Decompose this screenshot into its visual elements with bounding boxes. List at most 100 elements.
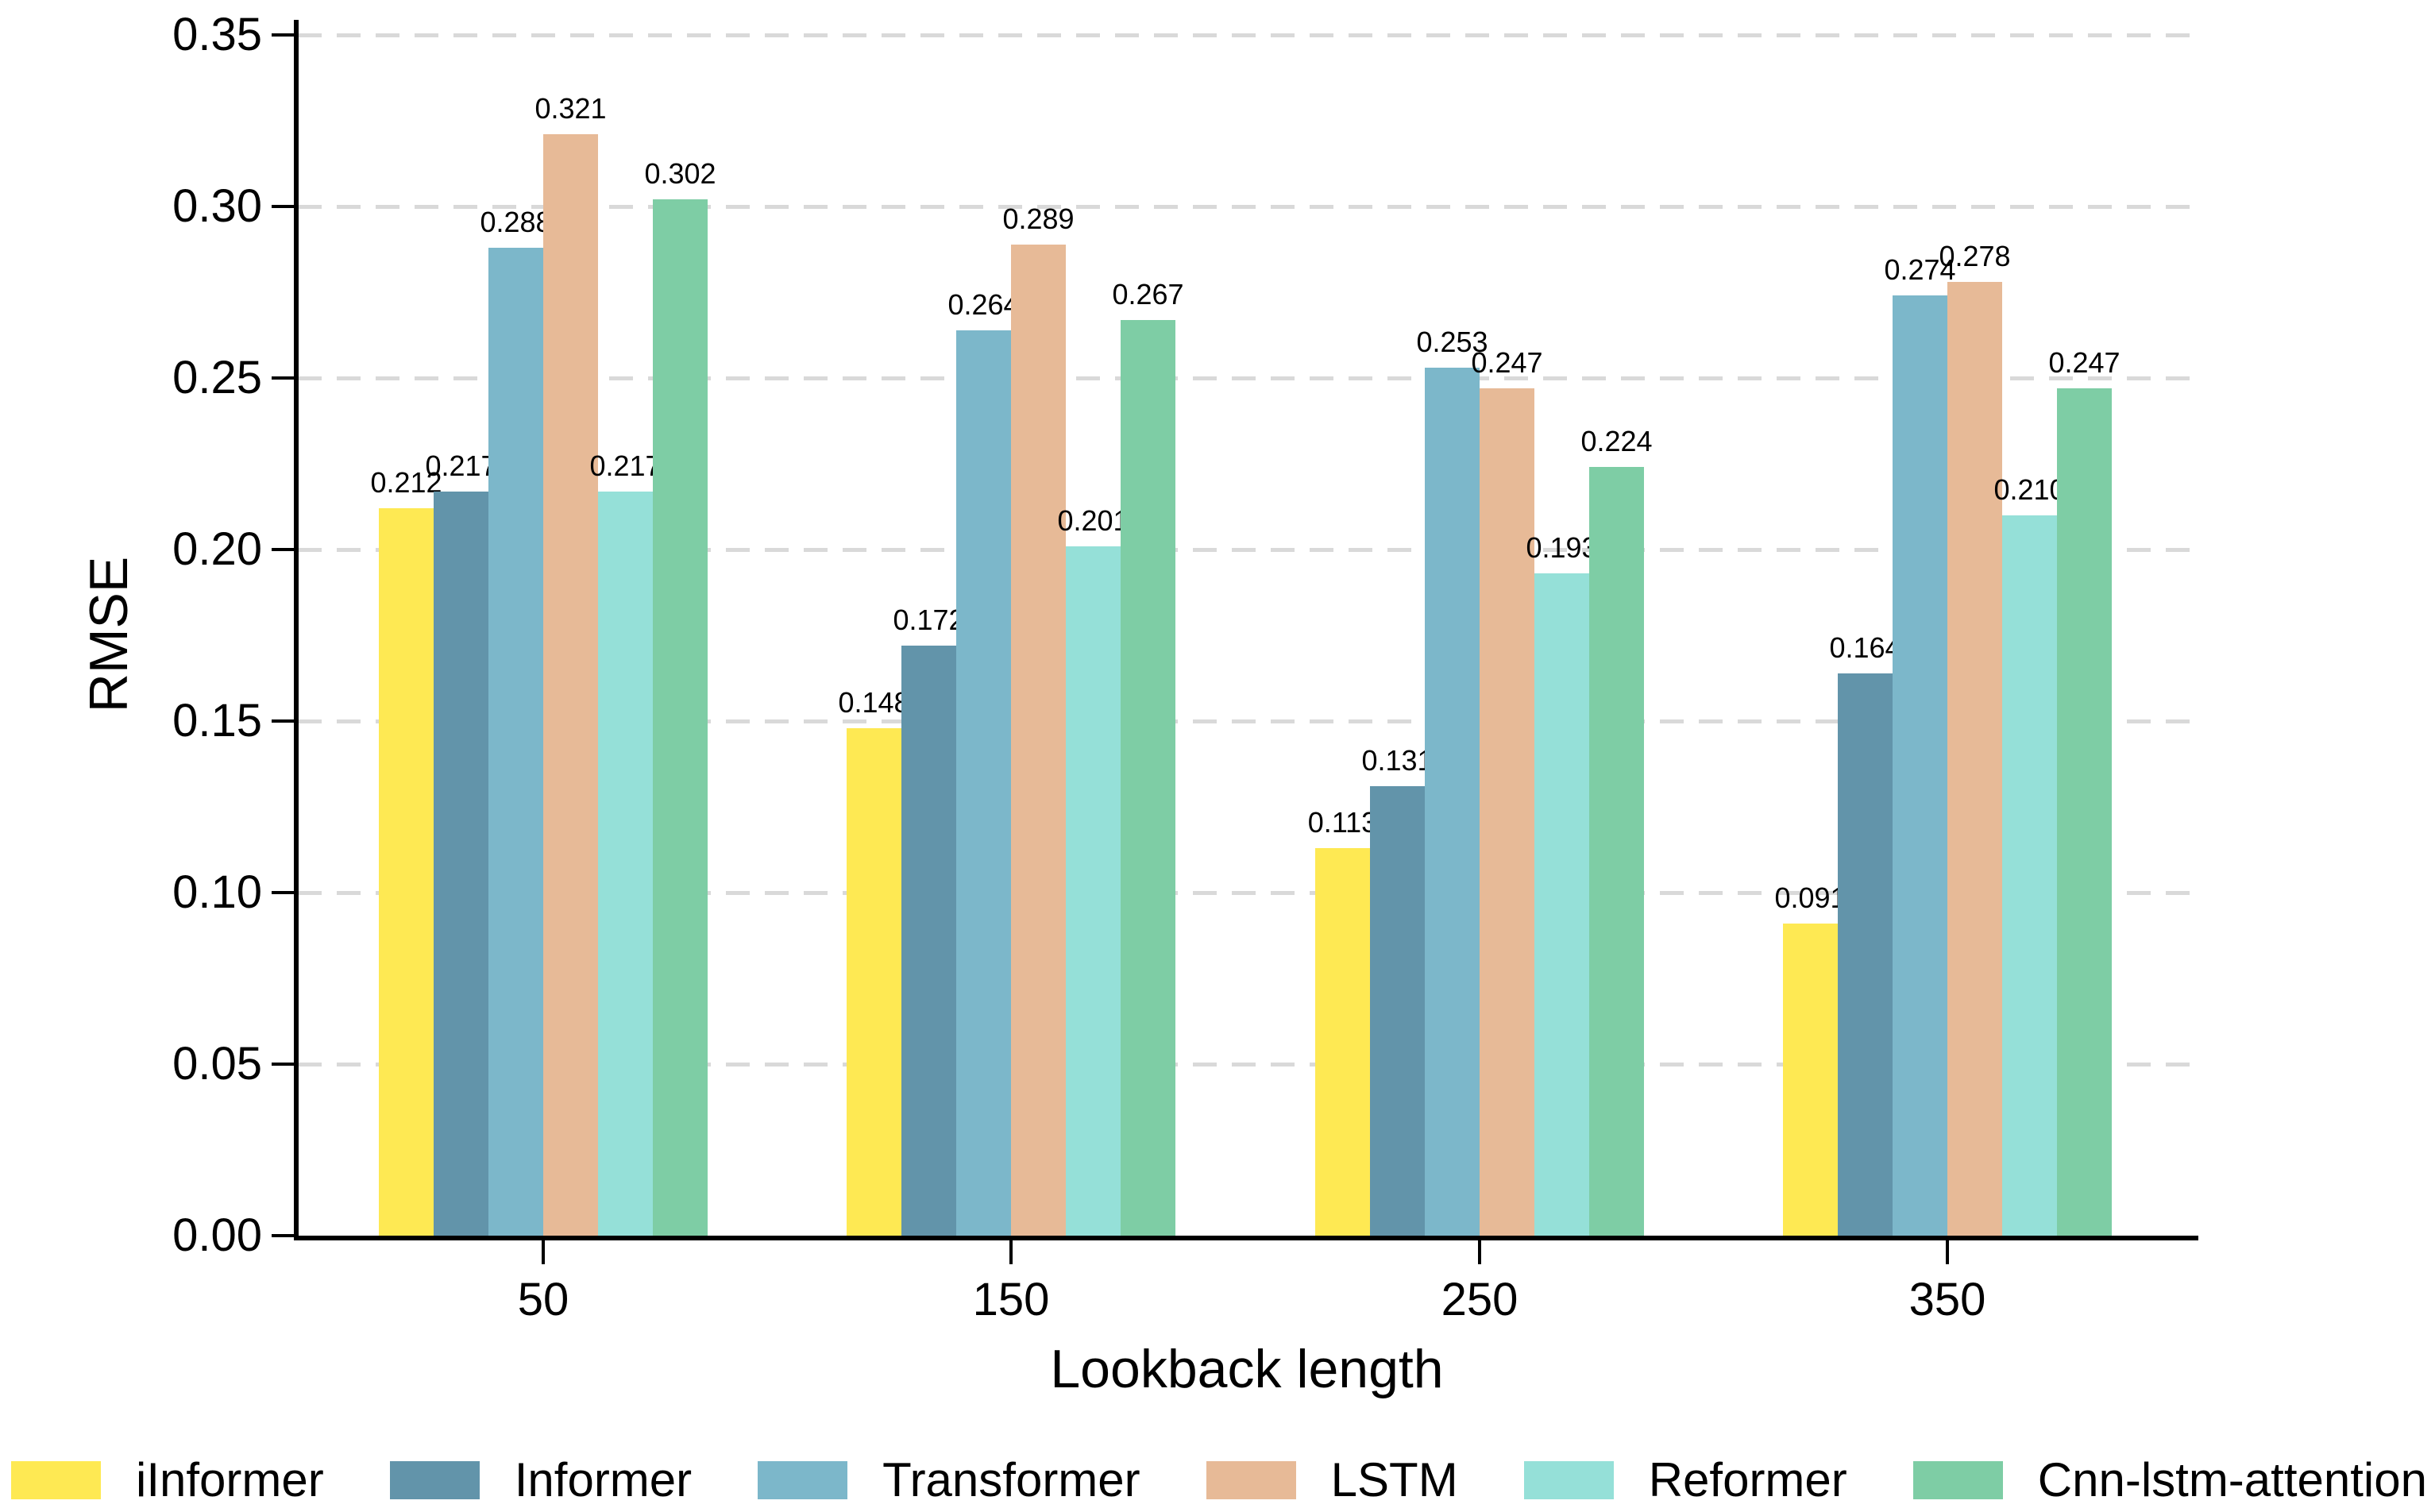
bar-LSTM-250	[1480, 388, 1534, 1236]
bar-Reformer-150	[1066, 546, 1121, 1236]
bar-Cnn-lstm-attention-50	[653, 199, 708, 1236]
y-axis-title: RMSE	[79, 556, 139, 713]
y-tick-label: 0.25	[172, 352, 262, 403]
x-tick-mark	[1478, 1240, 1481, 1264]
gridline-0.05	[298, 1063, 2198, 1066]
bar-value-label: 0.217	[589, 449, 662, 482]
y-tick-mark	[272, 33, 294, 37]
bar-iInformer-150	[847, 728, 901, 1236]
x-tick-label-250: 250	[1441, 1274, 1518, 1325]
x-axis-title: Lookback length	[1050, 1339, 1444, 1399]
y-tick-mark	[272, 719, 294, 723]
bar-value-label: 0.193	[1526, 531, 1598, 564]
y-tick-mark	[272, 205, 294, 208]
x-tick-mark	[1946, 1240, 1949, 1264]
gridline-0.30	[298, 205, 2198, 209]
legend-item-LSTM: LSTM	[1206, 1456, 1458, 1504]
y-tick-label: 0.10	[172, 866, 262, 918]
bar-iInformer-250	[1315, 848, 1370, 1236]
x-tick-label-50: 50	[517, 1274, 569, 1325]
legend-label: LSTM	[1330, 1453, 1458, 1506]
legend-label: Reformer	[1648, 1453, 1847, 1506]
y-tick-label: 0.30	[172, 180, 262, 232]
bar-LSTM-50	[543, 134, 598, 1236]
gridline-0.35	[298, 33, 2198, 37]
gridline-0.20	[298, 548, 2198, 552]
bar-value-label: 0.264	[947, 288, 1020, 321]
y-tick-mark	[272, 1063, 294, 1066]
x-tick-label-350: 350	[1908, 1274, 1986, 1325]
bar-LSTM-150	[1011, 245, 1066, 1236]
bar-value-label: 0.210	[1993, 473, 2066, 506]
bar-value-label: 0.253	[1416, 326, 1488, 358]
legend-item-Transformer: Transformer	[758, 1456, 1140, 1504]
y-tick-mark	[272, 376, 294, 380]
y-tick-label: 0.00	[172, 1209, 262, 1261]
bar-Informer-50	[434, 492, 488, 1236]
legend-item-Reformer: Reformer	[1523, 1453, 1847, 1506]
bar-value-label: 0.288	[480, 206, 552, 238]
bar-value-label: 0.113	[1307, 806, 1378, 839]
legend: iInformer Informer Transformer LSTM Reformer…	[11, 1454, 2427, 1506]
y-tick-label: 0.35	[172, 9, 262, 60]
bar-Informer-350	[1838, 673, 1893, 1236]
bar-Transformer-150	[956, 330, 1011, 1236]
bar-value-label: 0.091	[1774, 881, 1847, 914]
bar-Reformer-50	[598, 492, 653, 1236]
x-tick-label-150: 150	[972, 1274, 1050, 1325]
y-tick-label: 0.20	[172, 523, 262, 575]
bar-value-label: 0.164	[1829, 631, 1901, 664]
bar-iInformer-50	[379, 508, 434, 1236]
bar-value-label: 0.172	[893, 604, 965, 636]
bar-Reformer-350	[2002, 515, 2057, 1236]
legend-label: Cnn-lstm-attention	[2037, 1453, 2427, 1506]
bar-value-label: 0.274	[1884, 253, 1956, 286]
y-tick-mark	[272, 548, 294, 551]
legend-item-iInformer: iInformer	[11, 1456, 324, 1504]
gridline-0.10	[298, 891, 2198, 895]
bar-value-label: 0.267	[1112, 278, 1184, 310]
bar-value-label: 0.224	[1580, 425, 1653, 457]
bar-Informer-250	[1370, 786, 1425, 1236]
legend-swatch-LSTM	[1206, 1461, 1296, 1499]
x-axis-line	[294, 1236, 2198, 1240]
bar-value-label: 0.212	[370, 466, 442, 499]
bar-iInformer-350	[1783, 924, 1838, 1236]
bar-LSTM-350	[1947, 282, 2002, 1236]
bar-value-label: 0.148	[838, 686, 910, 719]
bar-value-label: 0.247	[1471, 346, 1543, 379]
bar-value-label: 0.302	[644, 157, 716, 190]
bar-value-label: 0.278	[1939, 240, 2011, 272]
legend-swatch-Reformer	[1523, 1461, 1614, 1499]
legend-item-Informer: Informer	[389, 1453, 693, 1506]
bar-value-label: 0.247	[2048, 346, 2120, 379]
bar-Transformer-350	[1893, 295, 1947, 1236]
bar-value-label: 0.217	[425, 449, 497, 482]
y-axis-line	[294, 20, 299, 1240]
bar-Cnn-lstm-attention-350	[2057, 388, 2112, 1236]
y-tick-mark	[272, 891, 294, 894]
bar-value-label: 0.321	[534, 92, 607, 125]
bar-value-label: 0.201	[1057, 504, 1129, 537]
gridline-0.15	[298, 719, 2198, 723]
bar-Informer-150	[901, 646, 956, 1236]
bar-Reformer-250	[1534, 573, 1589, 1236]
bar-Cnn-lstm-attention-150	[1121, 320, 1175, 1236]
bar-value-label: 0.131	[1361, 744, 1434, 777]
x-tick-mark	[542, 1240, 545, 1264]
legend-swatch-Transformer	[758, 1461, 848, 1499]
bar-Cnn-lstm-attention-250	[1589, 467, 1644, 1236]
bar-value-label: 0.289	[1002, 202, 1075, 235]
bar-Transformer-250	[1425, 368, 1480, 1236]
y-tick-label: 0.15	[172, 695, 262, 746]
y-tick-mark	[272, 1234, 294, 1237]
legend-swatch-Informer	[389, 1461, 480, 1499]
legend-label: Transformer	[882, 1453, 1140, 1506]
bar-Transformer-50	[488, 248, 543, 1236]
gridline-0.25	[298, 376, 2198, 380]
legend-swatch-iInformer	[11, 1461, 101, 1499]
x-tick-mark	[1009, 1240, 1013, 1264]
legend-label: Informer	[514, 1453, 693, 1506]
y-tick-label: 0.05	[172, 1038, 262, 1090]
